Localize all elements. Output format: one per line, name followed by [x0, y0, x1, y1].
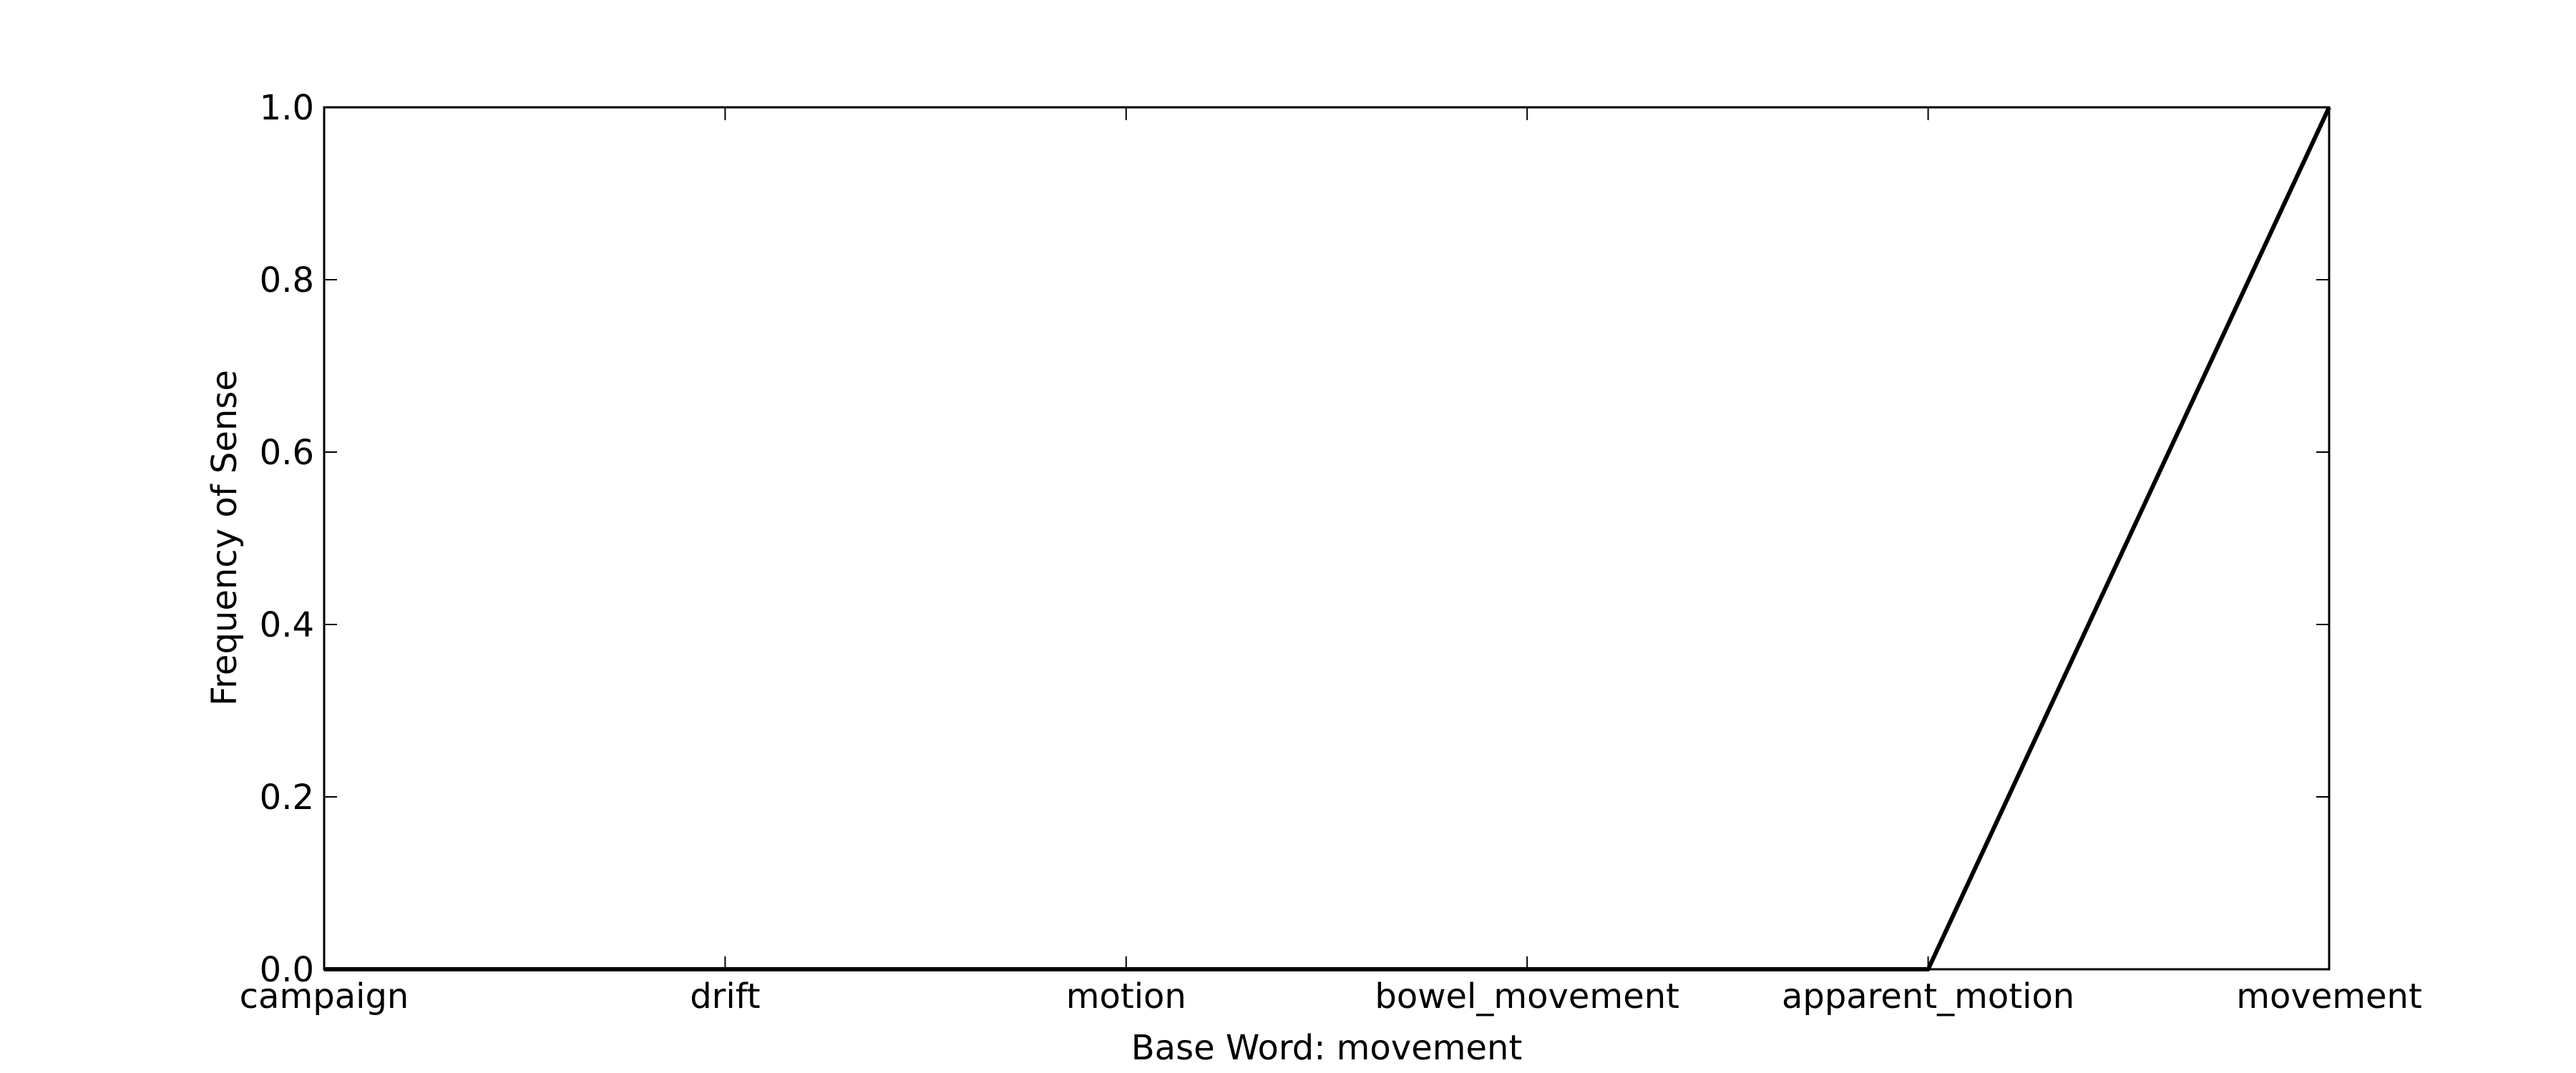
x-tick-label: drift: [690, 976, 760, 1016]
x-tick-label: campaign: [240, 976, 409, 1016]
y-tick-label: 1.0: [260, 88, 314, 128]
plot-frame: [323, 106, 2331, 971]
y-tick-label: 0.8: [260, 260, 314, 300]
y-tick-label: 0.0: [260, 950, 314, 990]
x-tick-label: apparent_motion: [1782, 976, 2074, 1016]
x-axis-label: Base Word: movement: [1131, 1028, 1523, 1068]
x-tick-label: movement: [2236, 976, 2422, 1016]
plot-area: [324, 107, 2329, 969]
y-tick-labels: 0.0 0.2 0.4 0.6 0.8 1.0: [260, 88, 314, 990]
x-tick-label: motion: [1066, 976, 1186, 1016]
y-tick-label: 0.6: [260, 433, 314, 473]
y-tick-label: 0.4: [260, 605, 314, 645]
y-tick-label: 0.2: [260, 778, 314, 818]
x-tick-label: bowel_movement: [1375, 976, 1679, 1016]
x-tick-labels: campaign drift motion bowel_movement apparen…: [240, 976, 2422, 1016]
y-axis-label: Frequency of Sense: [205, 370, 245, 706]
